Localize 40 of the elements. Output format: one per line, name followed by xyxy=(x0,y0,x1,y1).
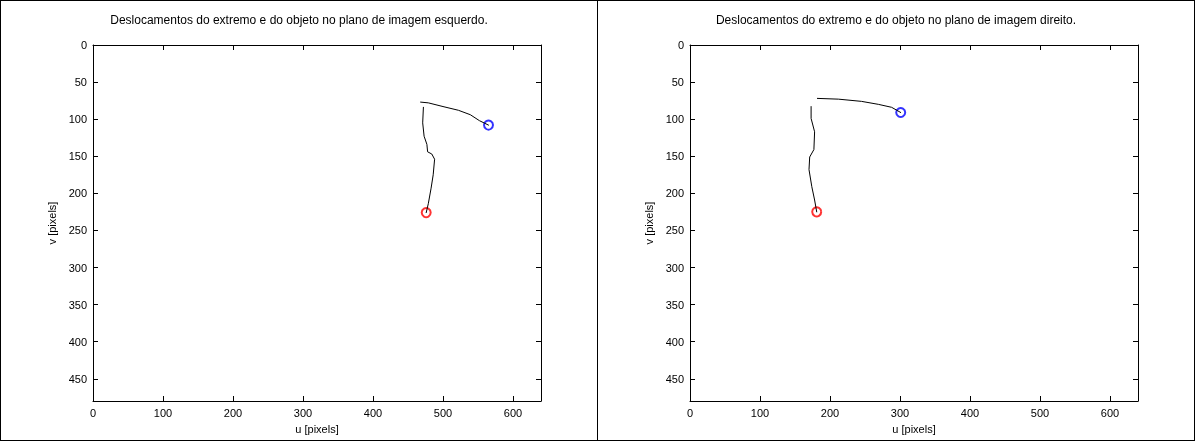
x-tick-label: 0 xyxy=(686,406,694,419)
x-tick-label: 600 xyxy=(503,406,523,419)
y-tick-label: 450 xyxy=(665,372,684,385)
y-tick-label: 150 xyxy=(68,150,87,163)
x-tick-label: 100 xyxy=(750,406,770,419)
y-tick-label: 250 xyxy=(68,224,87,237)
y-tick-label: 350 xyxy=(68,298,87,311)
y-tick-label: 50 xyxy=(671,76,684,89)
x-tick-label: 400 xyxy=(960,406,980,419)
x-tick-label: 300 xyxy=(293,406,313,419)
y-axis-title: v [pixels] xyxy=(46,201,59,245)
y-tick-label: 350 xyxy=(665,298,684,311)
y-tick-label: 0 xyxy=(677,39,684,51)
x-tick-label: 500 xyxy=(1030,406,1050,419)
y-tick-label: 250 xyxy=(665,224,684,237)
x-tick-label: 200 xyxy=(223,406,243,419)
y-tick-label: 150 xyxy=(665,150,684,163)
y-tick-label: 50 xyxy=(74,76,87,89)
x-tick-label: 300 xyxy=(890,406,910,419)
y-tick-label: 400 xyxy=(665,335,684,348)
y-tick-label: 200 xyxy=(68,187,87,200)
x-tick-label: 600 xyxy=(1100,406,1120,419)
y-tick-label: 100 xyxy=(665,113,684,126)
y-tick-label: 200 xyxy=(665,187,684,200)
x-axis-title: u [pixels] xyxy=(295,422,339,435)
y-tick-label: 300 xyxy=(665,261,684,274)
y-tick-label: 0 xyxy=(80,39,87,51)
y-tick-label: 300 xyxy=(68,261,87,274)
x-tick-label: 0 xyxy=(89,406,97,419)
x-tick-label: 200 xyxy=(820,406,840,419)
y-tick-label: 450 xyxy=(68,372,87,385)
x-axis-title: u [pixels] xyxy=(892,422,936,435)
chart-title: Deslocamentos do extremo e do objeto no plano de imagem direito. xyxy=(715,13,1077,27)
y-tick-label: 400 xyxy=(68,335,87,348)
x-tick-label: 500 xyxy=(433,406,453,419)
y-axis-title: v [pixels] xyxy=(643,201,656,245)
x-tick-label: 100 xyxy=(153,406,173,419)
chart-title: Deslocamentos do extremo e do objeto no plano de imagem esquerdo. xyxy=(110,13,488,27)
x-tick-label: 400 xyxy=(363,406,383,419)
y-tick-label: 100 xyxy=(68,113,87,126)
